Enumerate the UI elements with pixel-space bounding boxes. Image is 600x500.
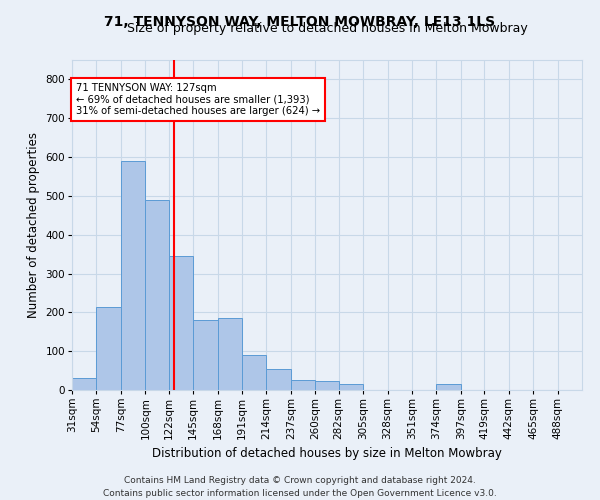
- Bar: [193, 320, 218, 390]
- Bar: [169, 256, 193, 390]
- Bar: [97, 306, 121, 390]
- X-axis label: Distribution of detached houses by size in Melton Mowbray: Distribution of detached houses by size …: [152, 448, 502, 460]
- Text: Contains HM Land Registry data © Crown copyright and database right 2024.
Contai: Contains HM Land Registry data © Crown c…: [103, 476, 497, 498]
- Y-axis label: Number of detached properties: Number of detached properties: [27, 132, 40, 318]
- Title: Size of property relative to detached houses in Melton Mowbray: Size of property relative to detached ho…: [127, 22, 527, 35]
- Bar: [316, 382, 338, 390]
- Bar: [72, 378, 97, 390]
- Bar: [291, 380, 316, 390]
- Text: 71 TENNYSON WAY: 127sqm
← 69% of detached houses are smaller (1,393)
31% of semi: 71 TENNYSON WAY: 127sqm ← 69% of detache…: [76, 84, 320, 116]
- Bar: [121, 161, 145, 390]
- Bar: [218, 318, 242, 390]
- Text: 71, TENNYSON WAY, MELTON MOWBRAY, LE13 1LS: 71, TENNYSON WAY, MELTON MOWBRAY, LE13 1…: [104, 15, 496, 29]
- Bar: [436, 384, 461, 390]
- Bar: [338, 384, 363, 390]
- Bar: [145, 200, 169, 390]
- Bar: [266, 368, 291, 390]
- Bar: [242, 355, 266, 390]
